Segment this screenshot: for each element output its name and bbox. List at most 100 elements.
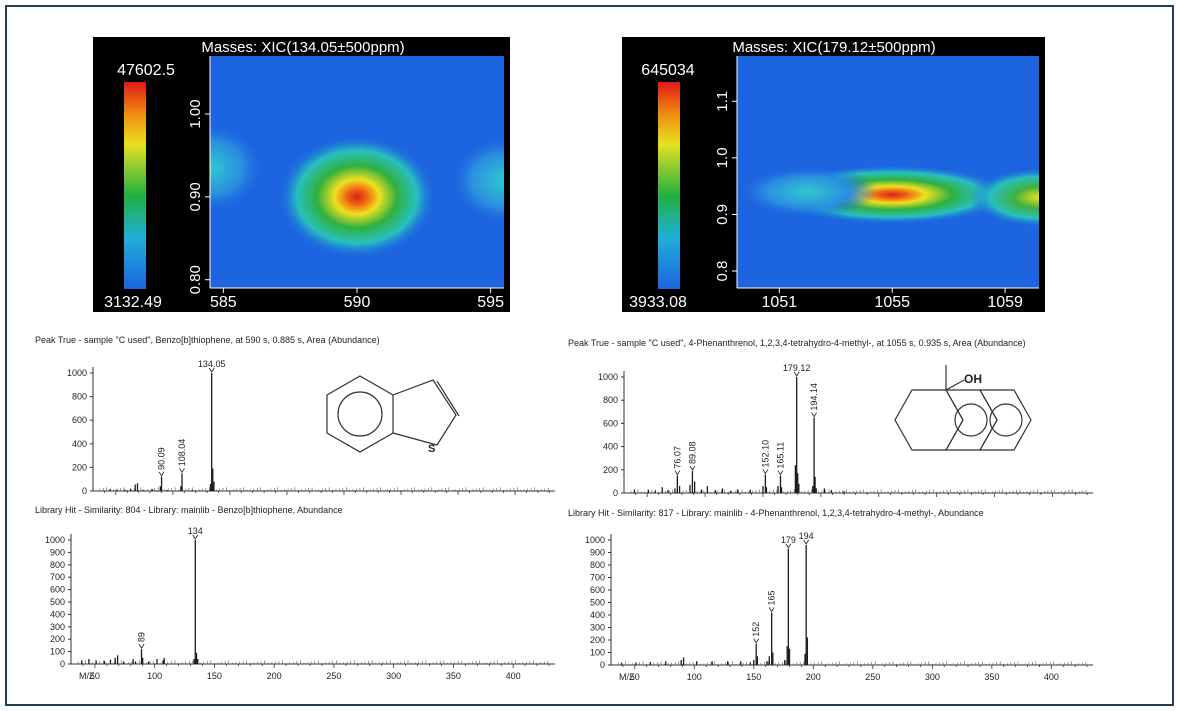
middle-ring [944, 389, 998, 451]
spectrum-peak-marker [158, 471, 165, 477]
spectrum-x-tick-label: 250 [326, 671, 341, 681]
heatmap-y-tick-label: 0.8 [714, 261, 731, 282]
spectrum-x-axis-label: M/Z [79, 671, 95, 681]
spectrum-x-tick-label: 400 [506, 671, 521, 681]
heatmap-2-colorbar-min: 3933.08 [629, 294, 687, 311]
spectrum-y-tick-label: 0 [600, 660, 605, 670]
heatmap-2-title: Masses: XIC(179.12±500ppm) [732, 39, 935, 56]
spectrum-peak-label: 179.12 [783, 363, 811, 373]
spectrum-y-tick-label: 1000 [45, 535, 65, 545]
spectrum-y-tick-label: 500 [590, 598, 605, 608]
heatmap-panel-2: Masses: XIC(179.12±500ppm) 645034 3933.0… [622, 37, 1045, 312]
spectrum-peak-marker [785, 543, 792, 549]
hydroxyl-label: OH [964, 372, 982, 386]
spectrum-y-tick-label: 600 [603, 418, 618, 428]
spectrum-y-tick-label: 700 [590, 573, 605, 583]
benzothiophene-structure: S [326, 375, 460, 455]
spectrum-x-tick-label: 350 [446, 671, 461, 681]
heatmap-y-tick-label: 0.90 [187, 182, 204, 211]
spectrum-peak-marker [768, 607, 775, 613]
spectrum-y-tick-label: 900 [50, 547, 65, 557]
spectrum-4-title: Library Hit - Similarity: 817 - Library:… [568, 508, 984, 518]
spectrum-y-tick-label: 100 [50, 647, 65, 657]
spectrum-y-tick-label: 600 [590, 585, 605, 595]
spectrum-peak-marker [753, 638, 760, 644]
heatmap-1-colorbar-max: 47602.5 [117, 62, 175, 79]
sulfur-label: S [428, 443, 435, 455]
spectrum-peak-marker [803, 539, 810, 545]
heatmap-2-colorbar [658, 82, 680, 289]
spectrum-peak-marker [674, 470, 681, 476]
spectrum-y-tick-label: 800 [590, 560, 605, 570]
spectrum-peak-marker [208, 367, 215, 373]
heatmap-x-tick-label: 1059 [987, 294, 1023, 311]
spectrum-peak-marker [179, 468, 185, 474]
spectrum-x-tick-label: 150 [207, 671, 222, 681]
spectrum-library-hit-2: Library Hit - Similarity: 817 - Library:… [568, 508, 1093, 682]
spectrum-x-tick-label: 100 [687, 672, 702, 682]
spectrum-peak-label: 165.11 [775, 442, 785, 469]
saturated-ring [894, 389, 964, 451]
spectrum-y-tick-label: 400 [590, 610, 605, 620]
spectrum-peak-label: 152 [751, 622, 761, 637]
heatmap-y-tick-label: 0.80 [187, 265, 204, 294]
spectrum-peak-label: 152.10 [760, 440, 770, 468]
spectrum-peak-label: 89 [137, 632, 147, 642]
double-bond [436, 380, 460, 417]
spectrum-peak-label: 194.14 [809, 383, 819, 411]
spectrum-x-tick-label: 100 [147, 671, 162, 681]
benzene-ring [326, 375, 394, 453]
spectrum-y-tick-label: 500 [50, 597, 65, 607]
heatmap-hotspot [737, 165, 878, 218]
spectrum-x-tick-label: 150 [746, 672, 761, 682]
spectrum-y-tick-label: 300 [590, 623, 605, 633]
spectrum-peak-label: 179 [781, 535, 796, 545]
phenanthrenol-structure: OH [894, 365, 1032, 451]
spectrum-x-tick-label: 400 [1044, 672, 1059, 682]
heatmap-1-title: Masses: XIC(134.05±500ppm) [201, 39, 404, 56]
heatmap-y-tick-label: 1.0 [714, 147, 731, 168]
spectrum-y-tick-label: 600 [50, 585, 65, 595]
spectrum-y-tick-label: 0 [613, 488, 618, 498]
spectrum-y-tick-label: 200 [590, 635, 605, 645]
spectrum-peak-marker [138, 643, 145, 649]
spectrum-y-tick-label: 900 [590, 548, 605, 558]
spectrum-x-tick-label: 50 [630, 672, 640, 682]
spectrum-y-tick-label: 600 [72, 415, 87, 425]
hydroxyl-bond [945, 379, 965, 391]
spectrum-peak-marker [689, 465, 696, 471]
heatmap-1-colorbar [124, 82, 146, 289]
outer-ring [978, 389, 1032, 451]
spectrum-y-tick-label: 0 [60, 659, 65, 669]
heatmap-x-tick-label: 590 [344, 294, 371, 311]
spectrum-peak-marker [811, 412, 817, 418]
spectrum-peak-marker [793, 371, 800, 377]
heatmap-hotspot [210, 122, 265, 213]
spectrum-y-tick-label: 800 [50, 560, 65, 570]
spectrum-y-tick-label: 700 [50, 572, 65, 582]
spectrum-peak-marker [762, 469, 769, 475]
spectrum-y-tick-label: 400 [50, 609, 65, 619]
spectrum-y-tick-label: 1000 [598, 372, 618, 382]
heatmap-x-tick-label: 585 [210, 294, 237, 311]
spectrum-peak-marker [192, 534, 199, 540]
spectrum-y-tick-label: 100 [590, 648, 605, 658]
spectrum-2-title: Peak True - sample "C used", 4-Phenanthr… [568, 338, 1026, 348]
heatmap-1-colorbar-min: 3132.49 [104, 294, 162, 311]
spectrum-peak-label: 108.04 [177, 439, 187, 467]
spectrum-3-title: Library Hit - Similarity: 804 - Library:… [35, 505, 343, 515]
heatmap-x-tick-label: 595 [477, 294, 504, 311]
heatmap-hotspot [969, 167, 1039, 228]
heatmap-y-tick-label: 1.00 [187, 99, 204, 128]
spectrum-1-title: Peak True - sample "C used", Benzo[b]thi… [35, 335, 380, 345]
spectrum-y-tick-label: 200 [603, 465, 618, 475]
spectrum-y-tick-label: 0 [82, 486, 87, 496]
spectrum-peak-label: 134.05 [198, 359, 226, 369]
spectrum-peak-label: 89.08 [687, 441, 697, 464]
heatmap-y-tick-label: 0.9 [714, 204, 731, 225]
outer-ring-circle [989, 403, 1023, 437]
heatmap-x-tick-label: 1055 [874, 294, 910, 311]
heatmap-x-tick-label: 1051 [762, 294, 798, 311]
spectrum-y-tick-label: 800 [603, 395, 618, 405]
